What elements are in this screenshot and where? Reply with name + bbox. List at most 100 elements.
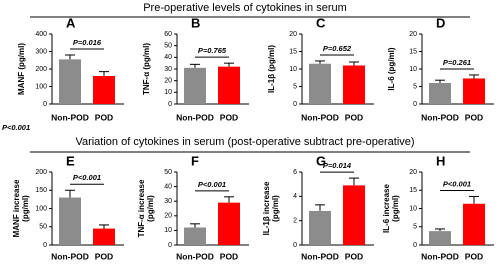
x-tick-label: POD: [465, 112, 483, 122]
p-value: P=0.652: [323, 44, 352, 53]
y-tick-label: 100: [35, 83, 47, 90]
y-tick-label: 100: [35, 205, 47, 212]
x-tick-label: Non-POD: [51, 112, 89, 122]
y-axis-label: IL-1β (pg/ml): [267, 45, 276, 93]
y-tick-label: 20: [409, 31, 417, 38]
bar: [59, 59, 81, 104]
y-tick-label: 150: [35, 187, 47, 194]
y-axis-label: (pg/ml): [391, 195, 400, 222]
y-tick-label: 0: [413, 101, 417, 108]
y-tick-label: 0: [168, 101, 172, 108]
y-tick-label: 0: [43, 242, 47, 249]
p-value: P=0.016: [73, 38, 102, 47]
y-tick-label: 30: [164, 66, 172, 73]
y-tick-label: 0: [293, 101, 297, 108]
y-tick-label: 0: [293, 242, 297, 249]
bar: [59, 197, 81, 245]
p-value: P=0.261: [443, 58, 471, 67]
x-tick-label: POD: [220, 251, 238, 261]
x-tick-label: Non-POD: [301, 251, 339, 261]
y-tick-label: 200: [35, 169, 47, 176]
bar: [429, 231, 451, 245]
panel-letter: C: [316, 15, 326, 30]
bar: [343, 65, 365, 104]
panel-letter: B: [191, 15, 200, 30]
y-tick-label: 200: [35, 66, 47, 73]
panel-letter: F: [191, 153, 199, 168]
y-tick-label: 6: [293, 169, 297, 176]
y-tick-label: 5: [413, 83, 417, 90]
y-axis-label: IL-1β increase: [262, 181, 271, 235]
panel-letter: A: [66, 15, 76, 30]
y-tick-label: 40: [164, 183, 172, 190]
note: P<0.001: [2, 123, 30, 132]
panel-letter: H: [436, 153, 445, 168]
y-tick-label: 50: [39, 224, 47, 231]
bar: [93, 76, 115, 104]
y-tick-label: 20: [164, 78, 172, 85]
y-axis-label: MANF increase: [12, 179, 21, 237]
p-value: P<0.001: [443, 179, 471, 188]
bar: [218, 202, 240, 245]
y-tick-label: 0: [43, 101, 47, 108]
y-axis-label: (pg/ml): [271, 195, 280, 222]
y-tick-label: 5: [413, 224, 417, 231]
y-tick-label: 60: [164, 31, 172, 38]
y-tick-label: 15: [409, 48, 417, 55]
panel-letter: D: [436, 15, 445, 30]
x-tick-label: POD: [345, 251, 363, 261]
p-value: P=0.765: [198, 46, 227, 55]
bar: [309, 210, 331, 245]
y-tick-label: 300: [35, 48, 47, 55]
section-title: Pre-operative levels of cytokines in ser…: [143, 2, 347, 14]
x-tick-label: Non-POD: [421, 251, 459, 261]
y-tick-label: 20: [164, 213, 172, 220]
panel-letter: G: [316, 153, 326, 168]
y-tick-label: 20: [409, 169, 417, 176]
x-tick-label: POD: [345, 112, 363, 122]
y-axis-label: TNF-α increase: [137, 179, 146, 237]
bar: [343, 185, 365, 245]
y-tick-label: 50: [164, 169, 172, 176]
y-tick-label: 30: [164, 198, 172, 205]
section-title: Variation of cytokines in serum (post-op…: [75, 136, 414, 148]
x-tick-label: POD: [95, 112, 113, 122]
y-tick-label: 15: [409, 187, 417, 194]
y-tick-label: 400: [35, 31, 47, 38]
y-tick-label: 10: [289, 66, 297, 73]
x-tick-label: Non-POD: [301, 112, 339, 122]
y-tick-label: 10: [409, 205, 417, 212]
y-tick-label: 5: [293, 83, 297, 90]
bar: [429, 83, 451, 104]
y-axis-label: IL-6 (pg/ml): [387, 47, 396, 90]
y-tick-label: 0: [168, 242, 172, 249]
y-tick-label: 15: [289, 48, 297, 55]
p-value: P<0.001: [73, 173, 101, 182]
y-tick-label: 0: [413, 242, 417, 249]
y-axis-label: IL-6 increase: [382, 183, 391, 232]
x-tick-label: POD: [95, 251, 113, 261]
y-tick-label: 40: [164, 54, 172, 61]
y-axis-label: (pg/ml): [146, 195, 155, 222]
x-tick-label: Non-POD: [421, 112, 459, 122]
bar: [184, 67, 206, 104]
y-axis-label: (pg/ml): [21, 195, 30, 222]
p-value: P=0.014: [323, 161, 352, 170]
y-tick-label: 2: [293, 218, 297, 225]
y-tick-label: 50: [164, 43, 172, 50]
y-tick-label: 4: [293, 193, 297, 200]
bar: [309, 63, 331, 104]
x-tick-label: Non-POD: [51, 251, 89, 261]
x-tick-label: Non-POD: [176, 251, 214, 261]
p-value: P<0.001: [198, 180, 226, 189]
bar: [218, 66, 240, 104]
bar: [463, 203, 485, 245]
y-axis-label: MANF (pg/ml): [17, 43, 26, 95]
y-tick-label: 10: [164, 89, 172, 96]
bar: [463, 78, 485, 104]
y-tick-label: 10: [164, 227, 172, 234]
bar: [93, 228, 115, 245]
x-tick-label: Non-POD: [176, 112, 214, 122]
y-tick-label: 10: [409, 66, 417, 73]
